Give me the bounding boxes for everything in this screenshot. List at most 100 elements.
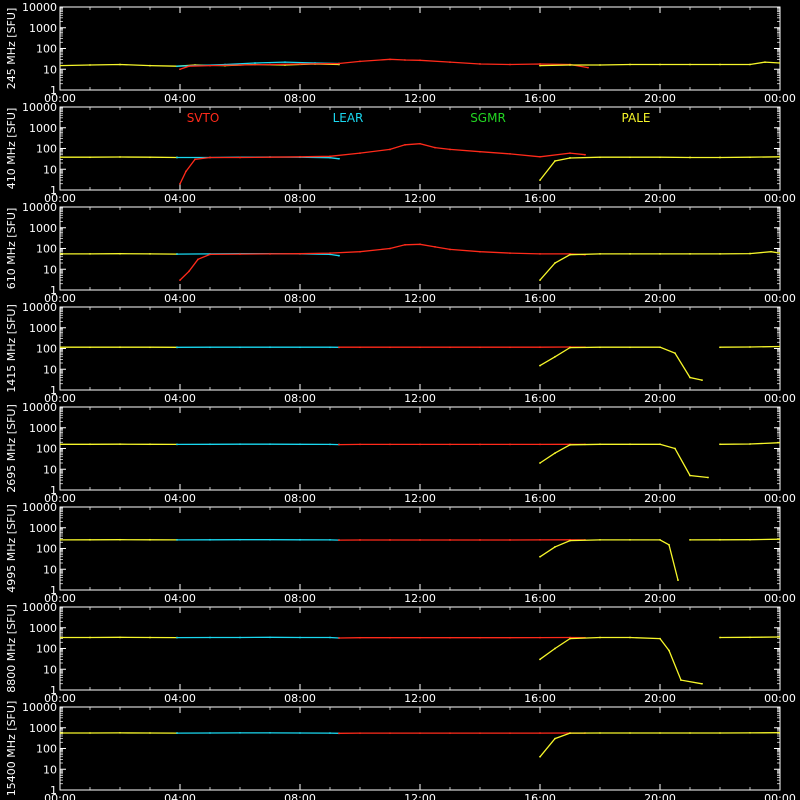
data-point-pale <box>569 346 571 349</box>
x-tick-label: 00:00 <box>764 692 796 705</box>
x-tick-label: 16:00 <box>524 592 556 605</box>
data-point-pale <box>89 346 91 349</box>
data-point-lear <box>338 254 340 257</box>
y-tick-label: 1 <box>50 584 57 597</box>
data-point-svto <box>185 170 187 173</box>
data-point-pale <box>689 156 691 159</box>
data-point-pale <box>569 64 571 66</box>
data-point-pale <box>629 156 631 159</box>
legend-entry-svto: SVTO <box>187 111 220 125</box>
y-tick-label: 1 <box>50 184 57 197</box>
data-point-pale <box>539 755 541 758</box>
data-point-svto <box>419 243 421 246</box>
data-point-pale <box>701 682 703 685</box>
data-point-svto <box>509 539 511 541</box>
series-line-pale <box>539 346 703 381</box>
data-point-svto <box>449 61 451 64</box>
y-tick-label: 10000 <box>22 1 57 14</box>
panel-frame <box>59 306 781 391</box>
x-tick-label: 20:00 <box>644 92 676 105</box>
data-point-svto <box>509 252 511 255</box>
data-point-pale <box>749 252 751 255</box>
data-point-svto <box>509 443 511 446</box>
data-point-lear <box>176 346 178 349</box>
x-tick-label: 04:00 <box>164 392 196 405</box>
data-point-lear <box>176 443 178 446</box>
data-point-svto <box>539 538 541 541</box>
data-point-pale <box>779 636 780 638</box>
data-point-svto <box>404 143 406 146</box>
data-point-svto <box>434 146 436 149</box>
data-point-lear <box>269 731 271 734</box>
y-tick-label: 1 <box>50 684 57 697</box>
y-ticks <box>60 6 780 91</box>
data-point-pale <box>569 637 571 640</box>
data-point-pale <box>779 731 780 734</box>
data-point-svto <box>179 68 181 71</box>
x-tick-label: 20:00 <box>644 192 676 205</box>
data-point-svto <box>197 258 199 261</box>
panel-6: 1 10 100 1000 10000 00:00 04:00 08:00 12:00 16:00… <box>5 501 796 605</box>
data-point-lear <box>239 636 241 639</box>
data-point-pale <box>539 462 541 464</box>
y-tick-label: 1000 <box>29 622 57 635</box>
data-point-lear <box>209 636 211 639</box>
y-tick-label: 1000 <box>29 322 57 335</box>
x-tick-label: 16:00 <box>524 92 556 105</box>
y-ticks <box>60 606 780 691</box>
data-point-pale <box>554 355 556 358</box>
data-point-pale <box>680 679 682 681</box>
x-tick-label: 08:00 <box>284 492 316 505</box>
data-point-pale <box>149 346 151 349</box>
y-tick-label: 10000 <box>22 201 57 214</box>
data-point-svto <box>359 443 361 446</box>
data-point-svto <box>509 63 511 66</box>
y-tick-label: 1000 <box>29 22 57 35</box>
y-tick-label: 1 <box>50 784 57 797</box>
data-point-pale <box>569 443 571 446</box>
data-point-svto <box>509 636 511 639</box>
data-point-svto <box>239 64 241 66</box>
data-point-svto <box>449 636 451 639</box>
y-axis-label: 610 MHz [SFU] <box>5 208 18 289</box>
data-point-pale <box>599 732 601 734</box>
data-point-svto <box>194 158 196 161</box>
x-tick-label: 08:00 <box>284 292 316 305</box>
y-tick-label: 10 <box>43 63 57 76</box>
data-point-pale <box>149 538 151 541</box>
data-point-lear <box>329 156 331 159</box>
data-point-lear <box>209 732 211 734</box>
data-point-pale <box>60 346 61 349</box>
data-point-pale <box>629 252 631 255</box>
x-tick-label: 12:00 <box>404 792 436 800</box>
data-point-lear <box>269 538 271 541</box>
data-point-pale <box>149 636 151 639</box>
y-axis-label: 1415 MHz [SFU] <box>5 304 18 392</box>
data-point-lear <box>176 732 178 734</box>
data-point-pale <box>779 538 780 541</box>
data-point-pale <box>629 63 631 66</box>
data-point-pale <box>659 63 661 66</box>
panel-2: 1 10 100 1000 10000 00:00 04:00 08:00 12:00 16:00… <box>5 101 796 205</box>
data-point-svto <box>479 443 481 446</box>
data-point-lear <box>299 443 301 446</box>
data-point-pale <box>707 476 709 479</box>
data-point-pale <box>599 346 601 349</box>
x-tick-label: 00:00 <box>44 292 76 305</box>
data-point-pale <box>689 376 691 379</box>
data-point-pale <box>770 250 772 253</box>
panel-frame <box>59 506 781 591</box>
x-tick-label: 08:00 <box>284 792 316 800</box>
y-tick-label: 10 <box>43 463 57 476</box>
data-point-svto <box>239 156 241 159</box>
y-axis-label: 2695 MHz [SFU] <box>5 404 18 492</box>
data-point-pale <box>719 443 721 446</box>
x-tick-label: 00:00 <box>764 392 796 405</box>
data-point-svto <box>338 443 340 446</box>
data-point-svto <box>188 65 190 68</box>
x-tick-label: 12:00 <box>404 492 436 505</box>
data-point-pale <box>569 157 571 159</box>
series-group <box>60 441 780 479</box>
data-point-svto <box>539 636 541 639</box>
data-point-lear <box>209 538 211 541</box>
